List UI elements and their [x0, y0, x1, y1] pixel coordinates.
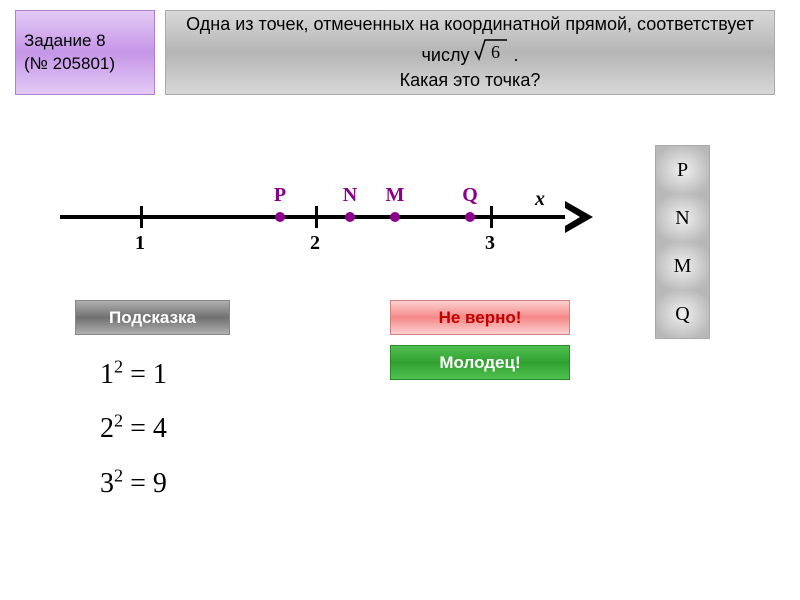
answer-option-p[interactable]: P	[656, 146, 709, 194]
tick-label: 3	[485, 232, 495, 255]
task-header-box: Задание 8 (№ 205801)	[15, 10, 155, 95]
answer-options-column: P N M Q	[655, 145, 710, 339]
feedback-wrong: Не верно!	[390, 300, 570, 335]
point-label-p: P	[274, 184, 286, 207]
x-axis-label: x	[535, 188, 545, 211]
question-box: Одна из точек, отмеченных на координатно…	[165, 10, 775, 95]
axis-arrow-inner	[565, 208, 580, 226]
point-label-q: Q	[462, 184, 478, 207]
hint-button[interactable]: Подсказка	[75, 300, 230, 335]
sqrt-radicand: 6	[491, 42, 500, 61]
answer-option-n[interactable]: N	[656, 194, 709, 242]
point-label-m: M	[386, 184, 405, 207]
sqrt-expression: 6	[474, 37, 508, 61]
tick-label: 1	[135, 232, 145, 255]
hint-equation: 32 = 9	[100, 459, 167, 509]
hint-equation: 12 = 1	[100, 350, 167, 400]
answer-option-m[interactable]: M	[656, 242, 709, 290]
tick	[140, 206, 143, 228]
number-line: 1 2 3 P N M Q x	[60, 170, 590, 260]
hint-equation: 22 = 4	[100, 404, 167, 454]
point-dot-p	[275, 212, 285, 222]
tick	[315, 206, 318, 228]
task-title: Задание 8	[24, 30, 146, 52]
question-line1-suffix: .	[513, 45, 518, 65]
point-dot-n	[345, 212, 355, 222]
hints-math: 12 = 1 22 = 4 32 = 9	[100, 350, 167, 513]
tick-label: 2	[310, 232, 320, 255]
tick	[490, 206, 493, 228]
question-line1-prefix: Одна из точек, отмеченных на координатно…	[186, 14, 754, 65]
point-dot-q	[465, 212, 475, 222]
answer-option-q[interactable]: Q	[656, 290, 709, 338]
feedback-correct: Молодец!	[390, 345, 570, 380]
point-label-n: N	[343, 184, 357, 207]
task-id: (№ 205801)	[24, 53, 146, 75]
question-line2: Какая это точка?	[400, 68, 541, 93]
point-dot-m	[390, 212, 400, 222]
